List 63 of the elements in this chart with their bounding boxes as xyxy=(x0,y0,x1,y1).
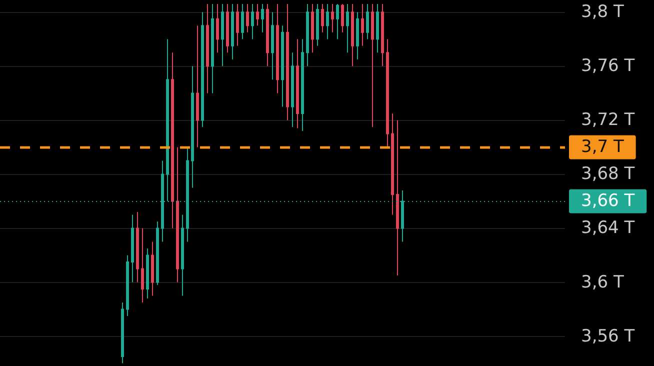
candlestick xyxy=(391,112,394,216)
candlestick xyxy=(251,4,254,40)
candlestick xyxy=(376,4,379,54)
candlestick xyxy=(261,4,264,33)
candlestick xyxy=(381,4,384,67)
candlestick xyxy=(211,4,214,94)
candlestick xyxy=(141,228,144,304)
candlestick xyxy=(121,302,124,364)
y-tick-label: 3,72 T xyxy=(581,110,636,130)
y-tick-label: 3,8 T xyxy=(581,2,624,22)
candlestick xyxy=(291,52,294,128)
candlestick xyxy=(386,38,389,148)
y-tick-label: 3,68 T xyxy=(581,164,636,184)
y-tick-label: 3,6 T xyxy=(581,272,624,292)
candlestick xyxy=(241,4,244,40)
candlestick xyxy=(351,4,354,67)
candlestick xyxy=(191,66,194,188)
ref-line-label: 3,7 T xyxy=(581,137,624,158)
candlestick xyxy=(371,4,374,128)
candlestick xyxy=(246,4,249,33)
candlestick xyxy=(201,12,204,128)
candlestick xyxy=(276,4,279,94)
candlestick xyxy=(166,38,169,202)
candlestick xyxy=(341,4,344,33)
candlestick xyxy=(366,4,369,40)
candlestick xyxy=(176,146,179,283)
candlestick xyxy=(306,4,309,67)
candlestick xyxy=(361,4,364,46)
y-tick-label: 3,64 T xyxy=(581,218,636,238)
candlestick xyxy=(216,4,219,54)
candlestick xyxy=(336,4,339,40)
candlestick xyxy=(331,4,334,33)
candlestick xyxy=(326,4,329,40)
candlestick xyxy=(266,4,269,67)
candlestick xyxy=(126,254,129,317)
candlestick xyxy=(156,220,159,286)
candlestick xyxy=(321,4,324,33)
candlestick xyxy=(316,4,319,46)
ref-line-label: 3,66 T xyxy=(581,191,636,212)
candlestick xyxy=(221,4,224,67)
candlestick xyxy=(281,25,284,108)
candlestick xyxy=(346,4,349,54)
candlestick xyxy=(151,241,154,296)
y-tick-label: 3,56 T xyxy=(581,326,636,346)
candlestick xyxy=(181,214,184,296)
candlestick xyxy=(301,38,304,132)
candlestick xyxy=(206,4,209,94)
candlestick xyxy=(311,4,314,54)
candlestick xyxy=(296,38,299,129)
candlestick xyxy=(271,12,274,80)
candlestick xyxy=(146,248,149,299)
candlestick xyxy=(131,214,134,283)
candlestick xyxy=(171,52,174,229)
candlestick xyxy=(196,25,199,148)
candlestick xyxy=(256,4,259,26)
candlestick xyxy=(396,120,399,276)
candlestick xyxy=(236,4,239,46)
candlestick xyxy=(136,212,139,283)
candlestick xyxy=(231,4,234,60)
candlestick xyxy=(226,4,229,54)
y-tick-label: 3,76 T xyxy=(581,56,636,76)
candlestick xyxy=(286,4,289,121)
candlestick xyxy=(356,12,359,60)
